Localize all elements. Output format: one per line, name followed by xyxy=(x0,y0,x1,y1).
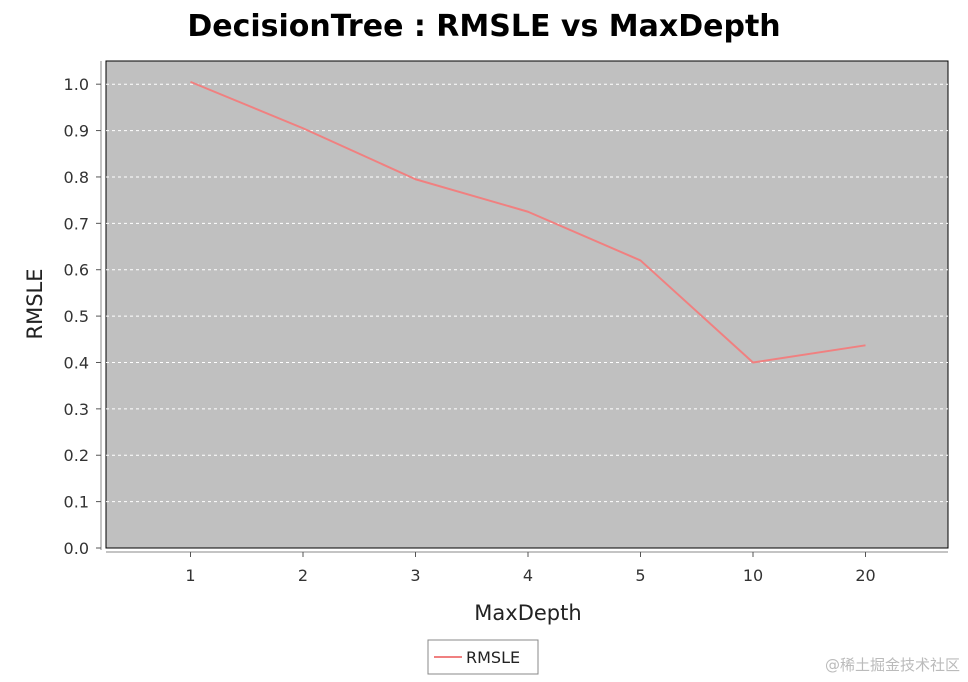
y-tick-label: 0.6 xyxy=(64,261,89,280)
data-point xyxy=(190,81,192,83)
y-tick-label: 0.5 xyxy=(64,307,89,326)
x-axis-ticks: 1 2 3 4 5 10 20 xyxy=(185,552,876,585)
data-point xyxy=(527,211,529,213)
series-line-rmsle xyxy=(190,80,866,364)
x-tick-label: 5 xyxy=(635,566,645,585)
gridlines xyxy=(106,83,948,503)
data-point xyxy=(865,344,867,346)
x-tick-label: 20 xyxy=(855,566,875,585)
data-point xyxy=(640,259,642,261)
data-point xyxy=(302,127,304,129)
x-tick-label: 2 xyxy=(298,566,308,585)
y-tick-label: 1.0 xyxy=(64,75,89,94)
y-axis-label: RMSLE xyxy=(23,268,47,339)
y-tick-label: 0.0 xyxy=(64,539,89,558)
x-tick-label: 3 xyxy=(410,566,420,585)
axes xyxy=(100,61,948,553)
watermark: @稀土掘金技术社区 xyxy=(825,656,960,674)
y-tick-label: 0.8 xyxy=(64,168,89,187)
plot-area xyxy=(105,60,949,549)
legend: RMSLE xyxy=(427,639,539,675)
data-point xyxy=(752,361,754,363)
y-tick-label: 0.9 xyxy=(64,122,89,141)
x-axis-label: MaxDepth xyxy=(474,601,581,625)
x-tick-label: 1 xyxy=(185,566,195,585)
y-axis-ticks: 0.0 0.1 0.2 0.3 0.4 0.5 0.6 0.7 0.8 0.9 1.0 xyxy=(64,75,101,558)
y-tick-label: 0.3 xyxy=(64,400,89,419)
x-tick-label: 4 xyxy=(523,566,533,585)
series-group xyxy=(190,80,867,364)
y-tick-label: 0.2 xyxy=(64,446,89,465)
legend-label: RMSLE xyxy=(466,648,520,667)
chart-title: DecisionTree : RMSLE vs MaxDepth xyxy=(187,9,780,44)
y-tick-label: 0.7 xyxy=(64,214,89,233)
y-tick-label: 0.4 xyxy=(64,353,89,372)
x-tick-label: 10 xyxy=(743,566,763,585)
data-point xyxy=(415,178,417,180)
y-tick-label: 0.1 xyxy=(64,493,89,512)
